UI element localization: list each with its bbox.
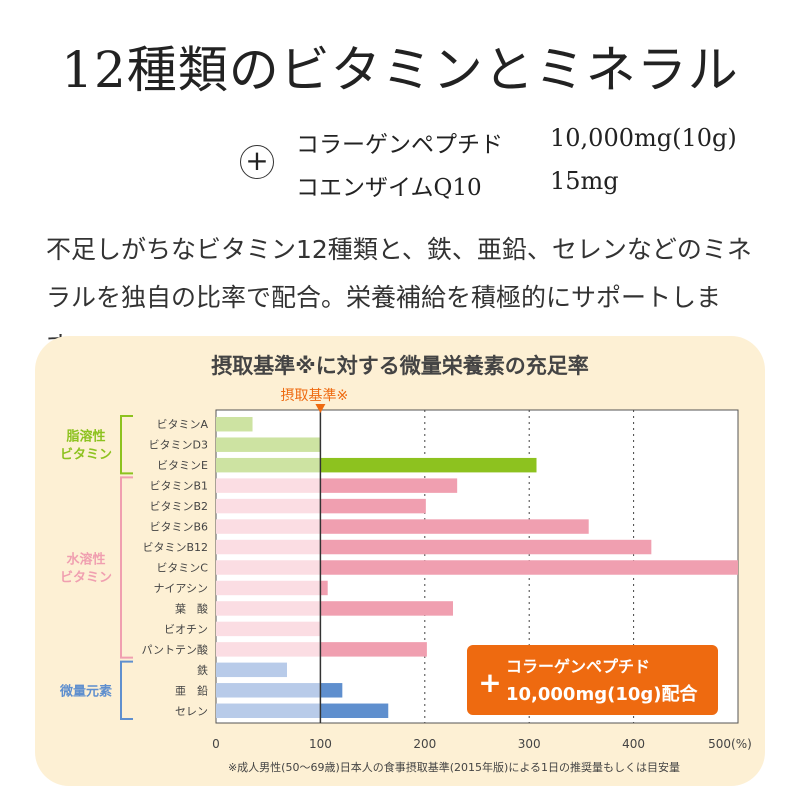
bar-base xyxy=(216,437,321,452)
bar-base xyxy=(216,642,321,657)
x-tick-label: 500(%) xyxy=(708,737,752,751)
group-bracket xyxy=(120,476,133,659)
bar-base xyxy=(216,683,321,698)
category-label: 葉 酸 xyxy=(175,601,208,615)
plus-icon: + xyxy=(478,666,501,699)
bar-base xyxy=(216,417,253,432)
category-label: ビタミンB6 xyxy=(149,521,208,534)
extra-value: 10,000mg(10g) xyxy=(550,124,737,152)
x-tick-label: 100 xyxy=(309,737,332,751)
category-label: ビタミンA xyxy=(156,418,208,431)
extra-name: コラーゲンペプチド xyxy=(296,132,503,158)
plus-icon: + xyxy=(240,145,274,179)
badge-line2: 10,000mg(10g)配合 xyxy=(506,683,698,705)
category-label: ビオチン xyxy=(164,623,208,636)
bar-excess xyxy=(320,560,738,575)
bar-excess xyxy=(320,539,652,555)
bar-excess xyxy=(320,601,453,616)
x-tick-label: 200 xyxy=(413,737,436,751)
bar-excess xyxy=(320,457,537,473)
extra-value: 15mg xyxy=(550,167,619,195)
bar-base xyxy=(216,457,321,473)
extra-name: コエンザイムQ10 xyxy=(296,175,482,201)
reference-label: 摂取基準※ xyxy=(281,387,349,404)
bar-base xyxy=(216,662,287,678)
badge-line1: コラーゲンペプチド xyxy=(506,657,650,676)
category-label: ビタミンE xyxy=(157,459,208,472)
bar-excess xyxy=(320,703,389,718)
reference-marker-icon xyxy=(315,404,326,413)
category-label: 鉄 xyxy=(197,663,208,677)
group-label: 脂溶性 xyxy=(65,429,105,445)
bar-excess xyxy=(320,519,589,534)
page-title: 12種類のビタミンとミネラル xyxy=(61,41,739,99)
x-tick-label: 400 xyxy=(622,737,645,751)
bar-excess xyxy=(320,478,458,493)
category-label: セレン xyxy=(175,705,208,718)
bar-base xyxy=(216,560,321,575)
category-label: ビタミンC xyxy=(156,562,208,575)
category-label: ビタミンB1 xyxy=(149,480,208,493)
category-label: ナイアシン xyxy=(153,582,208,595)
bar-excess xyxy=(320,683,343,698)
bar-base xyxy=(216,498,321,514)
group-bracket xyxy=(120,660,133,720)
category-label: 亜 鉛 xyxy=(175,683,208,697)
collagen-badge xyxy=(467,645,718,715)
x-tick-label: 300 xyxy=(518,737,541,751)
bar-base xyxy=(216,539,321,555)
group-label: 微量元素 xyxy=(59,683,112,699)
bar-base xyxy=(216,519,321,534)
bar-excess xyxy=(320,580,328,596)
category-label: ビタミンB12 xyxy=(142,541,208,554)
bar-base xyxy=(216,580,321,596)
category-label: パントテン酸 xyxy=(141,642,208,656)
bar-base xyxy=(216,703,321,718)
category-label: ビタミンD3 xyxy=(149,439,208,452)
x-tick-label: 0 xyxy=(212,737,220,751)
group-label: ビタミン xyxy=(60,570,112,586)
chart-title: 摂取基準※に対する微量栄養素の充足率 xyxy=(211,354,589,378)
footnote: ※成人男性(50〜69歳)日本人の食事摂取基準(2015年版)による1日の推奨量… xyxy=(228,760,680,774)
bar-base xyxy=(216,621,321,637)
bar-excess xyxy=(320,498,426,514)
bar-base xyxy=(216,601,321,616)
category-label: ビタミンB2 xyxy=(149,500,208,513)
group-bracket xyxy=(120,415,133,475)
bar-base xyxy=(216,478,321,493)
group-label: ビタミン xyxy=(60,447,112,463)
bar-excess xyxy=(320,642,427,657)
group-label: 水溶性 xyxy=(66,552,105,568)
